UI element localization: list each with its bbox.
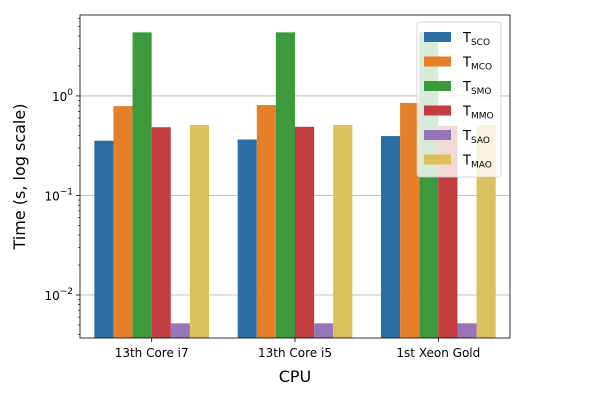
bar-sco-1 — [94, 140, 114, 338]
legend-swatch — [424, 32, 451, 42]
y-axis-ticks: 10−2 10−1 100 — [44, 18, 80, 335]
legend-entry: TMMO — [462, 105, 494, 122]
legend-entry: TSCO — [462, 31, 490, 48]
y-tick-label: 10−1 — [44, 187, 73, 203]
bar-sco-3 — [381, 136, 401, 338]
legend-entry: TSAO — [462, 129, 490, 146]
bar-mmo-2 — [295, 126, 315, 338]
legend-entry: TSMO — [462, 80, 492, 97]
bar-sao-3 — [457, 323, 477, 338]
bar-mco-3 — [400, 102, 420, 339]
bar-smo-1 — [132, 32, 152, 338]
bar-mco-2 — [256, 105, 276, 338]
bar-mco-1 — [113, 106, 133, 338]
bar-mao-2 — [333, 125, 353, 339]
legend-entry: TMCO — [462, 56, 492, 73]
legend-swatch — [424, 154, 451, 165]
bar-smo-2 — [275, 32, 295, 338]
legend-swatch — [424, 105, 451, 116]
y-tick-label: 10−2 — [44, 287, 73, 303]
x-tick-label: 13th Core i7 — [115, 346, 189, 360]
y-axis-title: Time (s, log scale) — [10, 104, 29, 251]
bar-sao-2 — [314, 323, 334, 338]
legend-entry: TMAO — [462, 154, 492, 171]
legend-swatch — [424, 56, 451, 67]
x-axis-ticks: 13th Core i7 13th Core i5 1st Xeon Gold — [115, 338, 480, 360]
bar-mmo-3 — [438, 125, 458, 338]
legend-swatch — [424, 130, 451, 140]
legend: TSCO TMCO TSMO TMMO TSAO TMAO — [416, 21, 502, 178]
x-axis-title: CPU — [279, 367, 312, 386]
x-tick-label: 1st Xeon Gold — [396, 346, 480, 360]
y-tick-label: 100 — [52, 88, 73, 104]
x-tick-label: 13th Core i5 — [258, 346, 332, 360]
legend-swatch — [424, 81, 451, 91]
bar-sco-2 — [237, 139, 257, 338]
bar-mao-1 — [189, 125, 209, 339]
bar-mao-3 — [476, 125, 496, 339]
bar-mmo-1 — [151, 127, 171, 338]
bar-sao-1 — [170, 323, 190, 338]
